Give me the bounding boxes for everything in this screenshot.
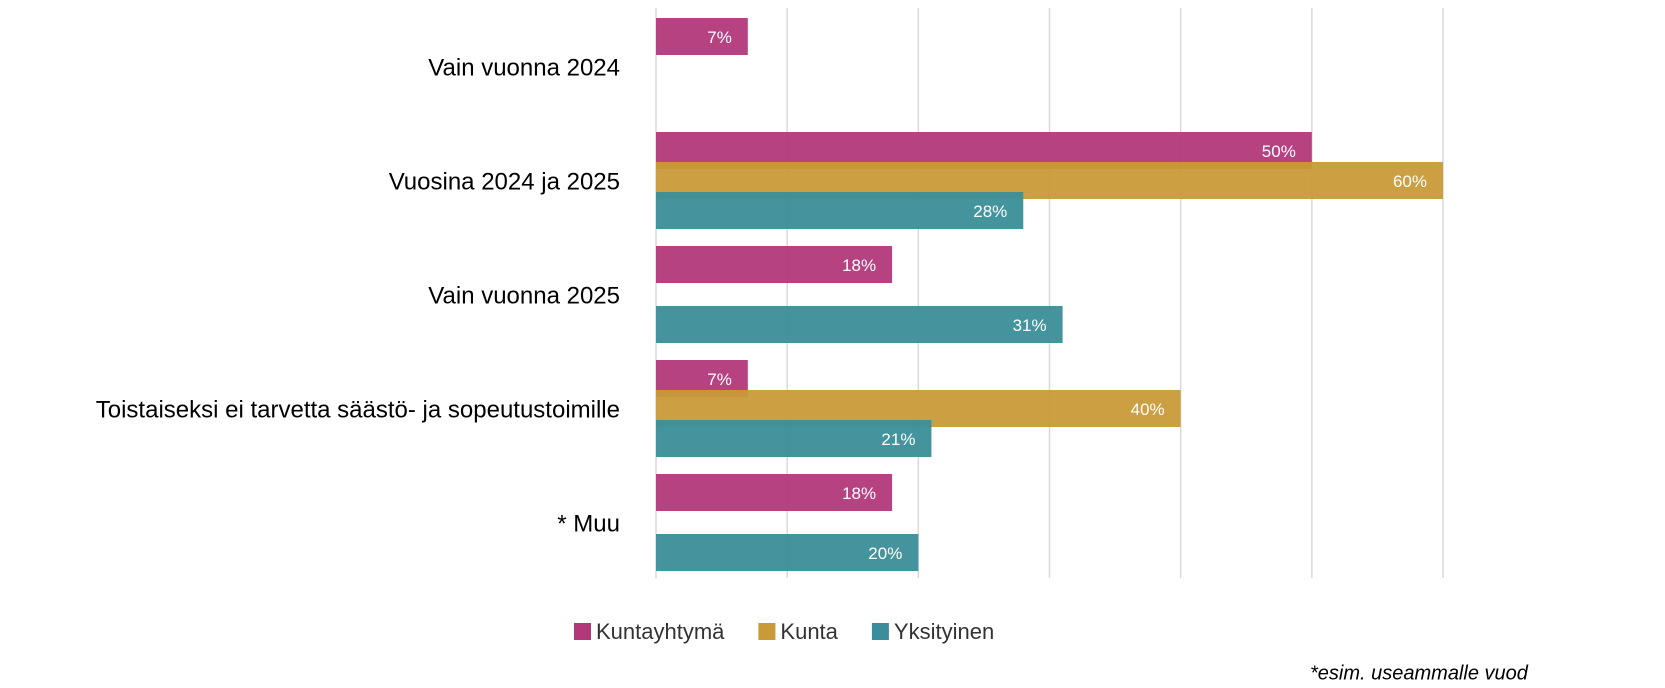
value-label: 31% <box>1013 316 1047 335</box>
bar <box>656 534 919 571</box>
category-label: Vuosina 2024 ja 2025 <box>389 168 620 195</box>
value-label: 40% <box>1131 400 1165 419</box>
category-label: Vain vuonna 2025 <box>428 282 620 309</box>
bar <box>656 246 893 283</box>
value-label: 7% <box>707 28 732 47</box>
bar <box>656 192 1024 229</box>
legend-label: Kuntayhtymä <box>596 619 725 644</box>
value-label: 50% <box>1262 142 1296 161</box>
legend-swatch <box>574 623 591 640</box>
annotation: *esim. useammalle vuod <box>1310 662 1529 683</box>
bar <box>656 18 748 55</box>
value-label: 18% <box>842 256 876 275</box>
legend-swatch <box>758 623 776 640</box>
legend-label: Yksityinen <box>894 619 994 644</box>
value-label: 7% <box>707 370 732 389</box>
value-label: 60% <box>1393 172 1427 191</box>
bar <box>656 474 893 511</box>
legend-swatch <box>871 623 889 640</box>
category-label: Toistaiseksi ei tarvetta säästö- ja sope… <box>96 396 620 423</box>
legend-label: Kunta <box>780 619 838 644</box>
category-label: Vain vuonna 2024 <box>428 54 620 81</box>
bar <box>656 306 1063 343</box>
value-label: 20% <box>868 544 902 563</box>
category-label: * Muu <box>557 510 620 537</box>
value-label: 18% <box>842 484 876 503</box>
bar <box>656 420 932 457</box>
value-label: 28% <box>973 202 1007 221</box>
value-label: 21% <box>881 430 915 449</box>
